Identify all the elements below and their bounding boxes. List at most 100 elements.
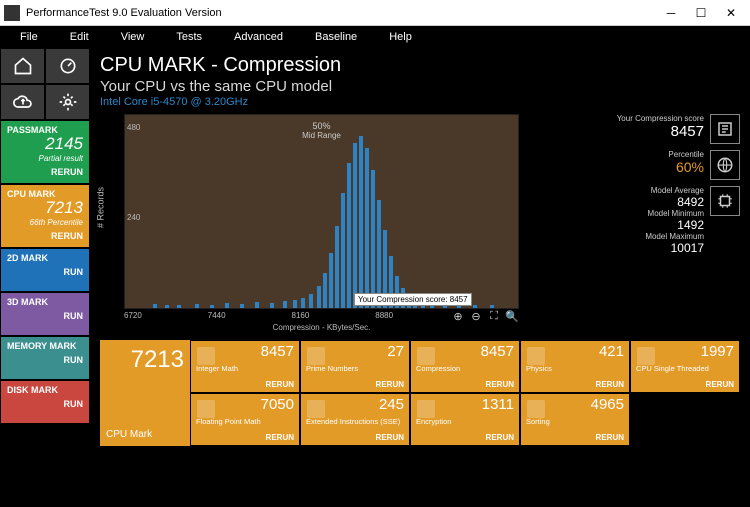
results-grid: 7213 CPU Mark 8457Integer MathRERUN27Pri… [100, 340, 740, 446]
histogram-bar [490, 305, 494, 308]
histogram-bar [323, 273, 327, 308]
cpu-mark-tile[interactable]: 7213 CPU Mark [100, 340, 190, 446]
menu-baseline[interactable]: Baseline [299, 31, 373, 43]
tile-icon [524, 397, 548, 426]
sidebar-tile-3d-mark[interactable]: 3D MARKRUN [0, 292, 90, 336]
tile-icon [304, 344, 328, 373]
histogram-bar [365, 148, 369, 308]
sidebar-tile-passmark[interactable]: PASSMARK2145Partial resultRERUN [0, 120, 90, 184]
zoom-fit-icon[interactable]: ⛶ [487, 309, 501, 323]
rerun-button[interactable]: RERUN [636, 380, 734, 389]
tile-icon [414, 344, 438, 373]
run-button[interactable]: RUN [7, 267, 83, 277]
histogram-bar [317, 286, 321, 308]
score-icon [710, 114, 740, 144]
chip-icon [710, 186, 740, 216]
zoom-reset-icon[interactable]: 🔍 [505, 309, 519, 323]
rerun-button[interactable]: RERUN [526, 433, 624, 442]
upload-button[interactable] [0, 84, 45, 120]
page-subtitle: Your CPU vs the same CPU model [100, 78, 740, 95]
model-average: 8492 [533, 195, 704, 209]
result-tile-prime-numbers[interactable]: 27Prime NumbersRERUN [300, 340, 410, 393]
histogram-bar [371, 170, 375, 308]
sidebar: PASSMARK2145Partial resultRERUNCPU MARK7… [0, 48, 90, 507]
histogram-bar [359, 136, 363, 308]
menu-advanced[interactable]: Advanced [218, 31, 299, 43]
menu-tests[interactable]: Tests [160, 31, 218, 43]
histogram-bar [353, 143, 357, 308]
histogram-bar [153, 304, 157, 308]
ytick: 480 [127, 123, 140, 132]
menu-help[interactable]: Help [373, 31, 428, 43]
result-tile-cpu-single-threaded[interactable]: 1997CPU Single ThreadedRERUN [630, 340, 740, 393]
result-tile-floating-point-math[interactable]: 7050Floating Point MathRERUN [190, 393, 300, 446]
home-button[interactable] [0, 48, 45, 84]
histogram-bar [210, 305, 214, 308]
tile-icon [194, 344, 218, 373]
settings-button[interactable] [45, 84, 90, 120]
sidebar-tile-memory-mark[interactable]: MEMORY MARKRUN [0, 336, 90, 380]
histogram-bar [293, 300, 297, 308]
your-score: 8457 [533, 123, 704, 140]
result-tile-physics[interactable]: 421PhysicsRERUN [520, 340, 630, 393]
result-tile-integer-math[interactable]: 8457Integer MathRERUN [190, 340, 300, 393]
rerun-button[interactable]: RERUN [196, 433, 294, 442]
rerun-button[interactable]: RERUN [416, 380, 514, 389]
run-button[interactable]: RERUN [7, 231, 83, 241]
result-tile-encryption[interactable]: 1311EncryptionRERUN [410, 393, 520, 446]
window-title: PerformanceTest 9.0 Evaluation Version [26, 7, 656, 19]
zoom-out-icon[interactable]: ⊖ [469, 309, 483, 323]
chart-ylabel: # Records [96, 187, 106, 228]
run-button[interactable]: RUN [7, 399, 83, 409]
histogram-bar [177, 305, 181, 308]
rerun-button[interactable]: RERUN [416, 433, 514, 442]
close-button[interactable]: ✕ [716, 2, 746, 24]
rerun-button[interactable]: RERUN [306, 380, 404, 389]
tile-icon [524, 344, 548, 373]
run-button[interactable]: RERUN [7, 167, 83, 177]
menu-view[interactable]: View [105, 31, 161, 43]
minimize-button[interactable]: ─ [656, 2, 686, 24]
histogram-bar [240, 304, 244, 308]
menu-file[interactable]: File [4, 31, 54, 43]
histogram-bar [377, 200, 381, 308]
titlebar: PerformanceTest 9.0 Evaluation Version ─… [0, 0, 750, 26]
model-maximum: 10017 [533, 241, 704, 255]
histogram-bar [270, 303, 274, 308]
sidebar-tile-disk-mark[interactable]: DISK MARKRUN [0, 380, 90, 424]
cpu-model: Intel Core i5-4570 @ 3.20GHz [100, 96, 740, 108]
menubar: File Edit View Tests Advanced Baseline H… [0, 26, 750, 48]
ytick: 240 [127, 213, 140, 222]
tile-icon [194, 397, 218, 426]
chart-tooltip: Your Compression score: 8457 [354, 293, 472, 306]
tile-icon [304, 397, 328, 426]
run-button[interactable]: RUN [7, 311, 83, 321]
histogram-chart: 50% Mid Range Your Compression score: 84… [124, 114, 519, 309]
chart-xlabel: Compression - KBytes/Sec. [124, 323, 519, 332]
histogram-bar [195, 304, 199, 308]
rerun-button[interactable]: RERUN [306, 433, 404, 442]
stats-panel: Your Compression score8457 Percentile60%… [533, 114, 740, 332]
sidebar-tile-cpu-mark[interactable]: CPU MARK721366th PercentileRERUN [0, 184, 90, 248]
rerun-button[interactable]: RERUN [526, 380, 624, 389]
zoom-in-icon[interactable]: ⊕ [451, 309, 465, 323]
maximize-button[interactable]: ☐ [686, 2, 716, 24]
histogram-bar [329, 253, 333, 308]
sidebar-tile-2d-mark[interactable]: 2D MARKRUN [0, 248, 90, 292]
dashboard-button[interactable] [45, 48, 90, 84]
tile-icon [634, 344, 658, 373]
histogram-bar [283, 301, 287, 308]
result-tile-compression[interactable]: 8457CompressionRERUN [410, 340, 520, 393]
percentile: 60% [533, 159, 704, 175]
result-tile-extended-instructions-sse-[interactable]: 245Extended Instructions (SSE)RERUN [300, 393, 410, 446]
rerun-button[interactable]: RERUN [196, 380, 294, 389]
histogram-bar [225, 303, 229, 308]
histogram-bar [473, 305, 477, 308]
histogram-bar [165, 305, 169, 308]
histogram-bar [301, 298, 305, 308]
menu-edit[interactable]: Edit [54, 31, 105, 43]
chart-xaxis: 6720 7440 8160 8880 ⊕ ⊖ ⛶ 🔍 [124, 309, 519, 322]
run-button[interactable]: RUN [7, 355, 83, 365]
result-tile-sorting[interactable]: 4965SortingRERUN [520, 393, 630, 446]
page-title: CPU MARK - Compression [100, 54, 740, 77]
